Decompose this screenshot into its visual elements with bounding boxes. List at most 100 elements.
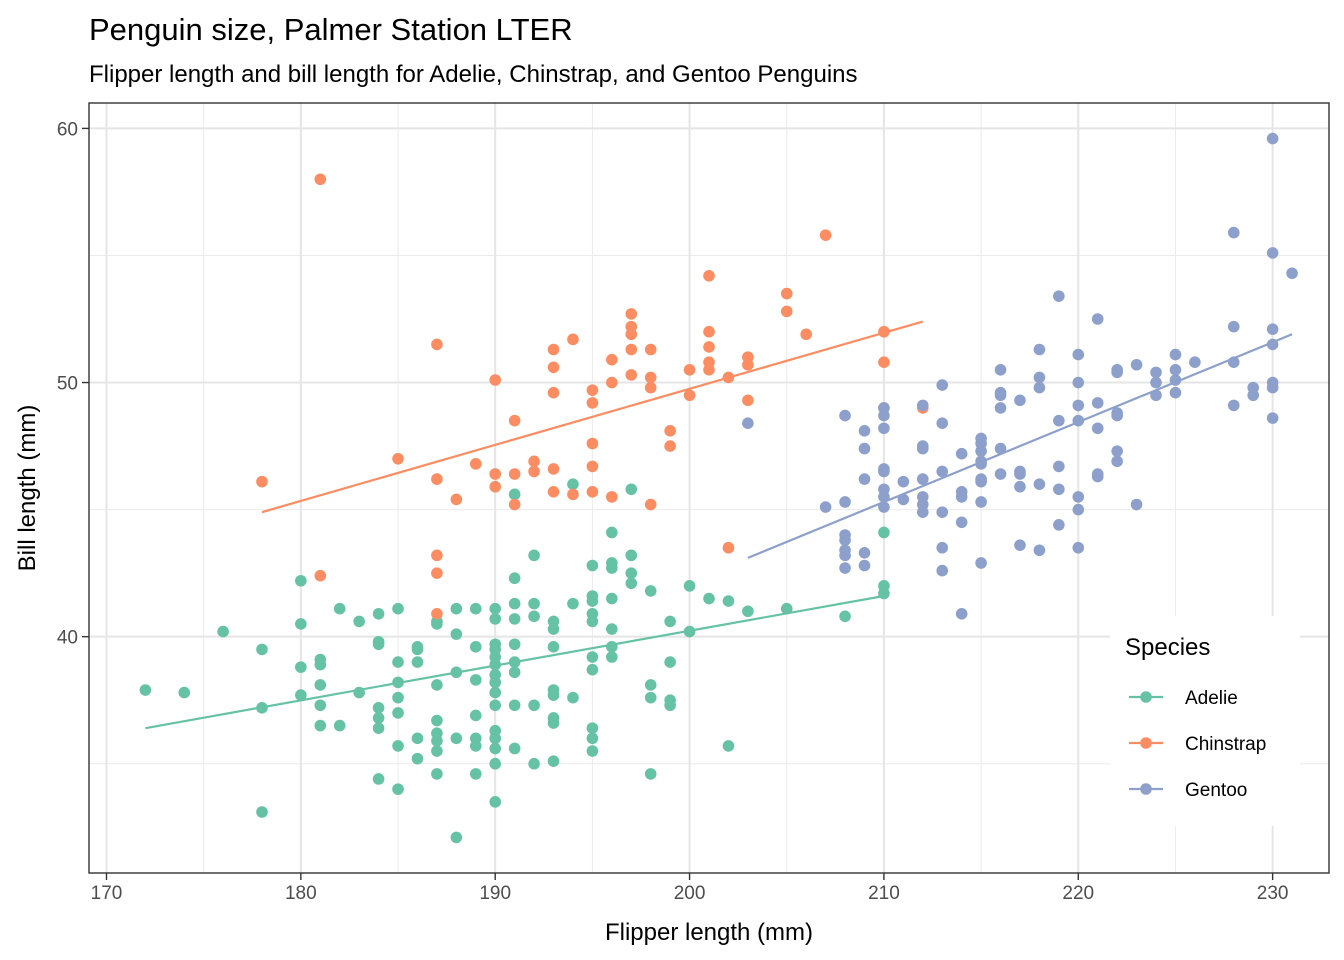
data-point-chinstrap bbox=[644, 371, 657, 384]
data-point-adelie bbox=[489, 676, 502, 689]
legend-key-point-adelie bbox=[1140, 691, 1152, 703]
data-point-adelie bbox=[567, 478, 579, 490]
data-point-gentoo bbox=[1033, 544, 1046, 557]
data-point-chinstrap bbox=[586, 384, 599, 396]
data-point-adelie bbox=[295, 574, 307, 587]
data-point-gentoo bbox=[936, 465, 949, 478]
data-point-chinstrap bbox=[644, 498, 657, 511]
data-point-gentoo bbox=[955, 491, 968, 503]
data-point-adelie bbox=[547, 641, 560, 653]
data-point-gentoo bbox=[858, 425, 871, 437]
data-point-gentoo bbox=[878, 422, 890, 435]
data-point-adelie bbox=[606, 562, 618, 574]
data-point-chinstrap bbox=[567, 333, 579, 346]
data-point-gentoo bbox=[994, 442, 1007, 455]
data-point-chinstrap bbox=[508, 468, 521, 480]
data-point-chinstrap bbox=[256, 475, 268, 488]
data-point-gentoo bbox=[878, 465, 890, 478]
data-point-gentoo bbox=[1091, 397, 1104, 409]
data-point-gentoo bbox=[878, 501, 890, 513]
data-point-gentoo bbox=[1266, 247, 1279, 259]
data-point-gentoo bbox=[936, 417, 949, 429]
data-point-gentoo bbox=[1014, 539, 1026, 551]
data-point-gentoo bbox=[1072, 399, 1085, 412]
x-axis-label: Flipper length (mm) bbox=[605, 919, 813, 946]
data-point-gentoo bbox=[916, 399, 929, 412]
data-point-gentoo bbox=[955, 516, 968, 529]
data-point-chinstrap bbox=[703, 341, 715, 353]
data-point-chinstrap bbox=[586, 437, 599, 450]
chart-title: Penguin size, Palmer Station LTER bbox=[89, 12, 573, 47]
data-point-gentoo bbox=[975, 496, 987, 508]
data-point-adelie bbox=[392, 740, 404, 752]
data-point-gentoo bbox=[878, 409, 890, 422]
y-tick-labels: 40 50 60 bbox=[57, 119, 78, 648]
data-point-adelie bbox=[780, 602, 793, 615]
data-point-adelie bbox=[489, 602, 502, 615]
data-point-adelie bbox=[295, 618, 307, 630]
data-point-chinstrap bbox=[742, 358, 754, 371]
legend-key-point-gentoo bbox=[1140, 783, 1152, 795]
data-point-adelie bbox=[314, 679, 327, 691]
y-tick-label: 40 bbox=[57, 628, 78, 649]
data-point-adelie bbox=[508, 572, 521, 585]
data-point-adelie bbox=[567, 597, 579, 610]
data-point-adelie bbox=[469, 768, 482, 780]
data-point-adelie bbox=[586, 615, 599, 628]
plot-panel-border bbox=[88, 102, 1330, 874]
data-point-adelie bbox=[450, 732, 463, 745]
data-point-adelie bbox=[256, 806, 268, 818]
data-point-adelie bbox=[489, 757, 502, 770]
data-point-chinstrap bbox=[722, 371, 735, 384]
data-point-gentoo bbox=[839, 562, 851, 574]
data-point-adelie bbox=[606, 592, 618, 605]
data-point-chinstrap bbox=[644, 381, 657, 394]
data-point-gentoo bbox=[1266, 323, 1279, 335]
data-point-gentoo bbox=[1111, 455, 1123, 468]
trend-line-gentoo bbox=[747, 333, 1293, 559]
data-point-gentoo bbox=[1033, 478, 1046, 490]
chart-subtitle: Flipper length and bill length for Adeli… bbox=[89, 61, 858, 88]
x-tick-label: 200 bbox=[674, 883, 706, 904]
x-tick-label: 170 bbox=[91, 883, 123, 904]
data-point-chinstrap bbox=[547, 361, 560, 374]
data-point-gentoo bbox=[1150, 389, 1162, 402]
data-point-adelie bbox=[606, 526, 618, 539]
data-point-adelie bbox=[664, 615, 676, 628]
data-point-gentoo bbox=[1266, 338, 1279, 351]
data-point-chinstrap bbox=[431, 338, 443, 351]
data-point-chinstrap bbox=[431, 549, 443, 562]
data-point-gentoo bbox=[994, 364, 1007, 376]
data-point-gentoo bbox=[1053, 414, 1065, 427]
data-point-chinstrap bbox=[819, 229, 832, 241]
data-point-adelie bbox=[586, 732, 599, 745]
data-point-gentoo bbox=[1091, 422, 1104, 435]
legend-items: Adelie Chinstrap Gentoo bbox=[1129, 688, 1266, 801]
data-point-gentoo bbox=[994, 389, 1007, 402]
data-point-adelie bbox=[469, 641, 482, 653]
data-point-chinstrap bbox=[625, 343, 638, 356]
legend: Species Adelie Chinstrap Gentoo bbox=[1110, 616, 1300, 826]
data-point-adelie bbox=[567, 691, 579, 704]
data-point-adelie bbox=[878, 526, 890, 539]
legend-label-chinstrap: Chinstrap bbox=[1185, 734, 1266, 755]
data-point-adelie bbox=[664, 699, 676, 712]
data-point-adelie bbox=[392, 602, 404, 615]
data-point-chinstrap bbox=[664, 440, 676, 452]
data-point-gentoo bbox=[1053, 290, 1065, 302]
data-point-gentoo bbox=[839, 549, 851, 562]
data-point-adelie bbox=[431, 768, 443, 780]
data-point-adelie bbox=[508, 699, 521, 712]
data-point-gentoo bbox=[1033, 371, 1046, 384]
data-point-adelie bbox=[722, 595, 735, 607]
data-point-adelie bbox=[606, 641, 618, 653]
data-point-adelie bbox=[469, 740, 482, 752]
data-point-adelie bbox=[450, 628, 463, 640]
data-point-chinstrap bbox=[528, 465, 540, 478]
data-point-adelie bbox=[431, 714, 443, 727]
data-point-adelie bbox=[644, 585, 657, 597]
data-point-gentoo bbox=[1072, 348, 1085, 361]
data-point-adelie bbox=[217, 625, 229, 638]
data-point-gentoo bbox=[858, 559, 871, 572]
